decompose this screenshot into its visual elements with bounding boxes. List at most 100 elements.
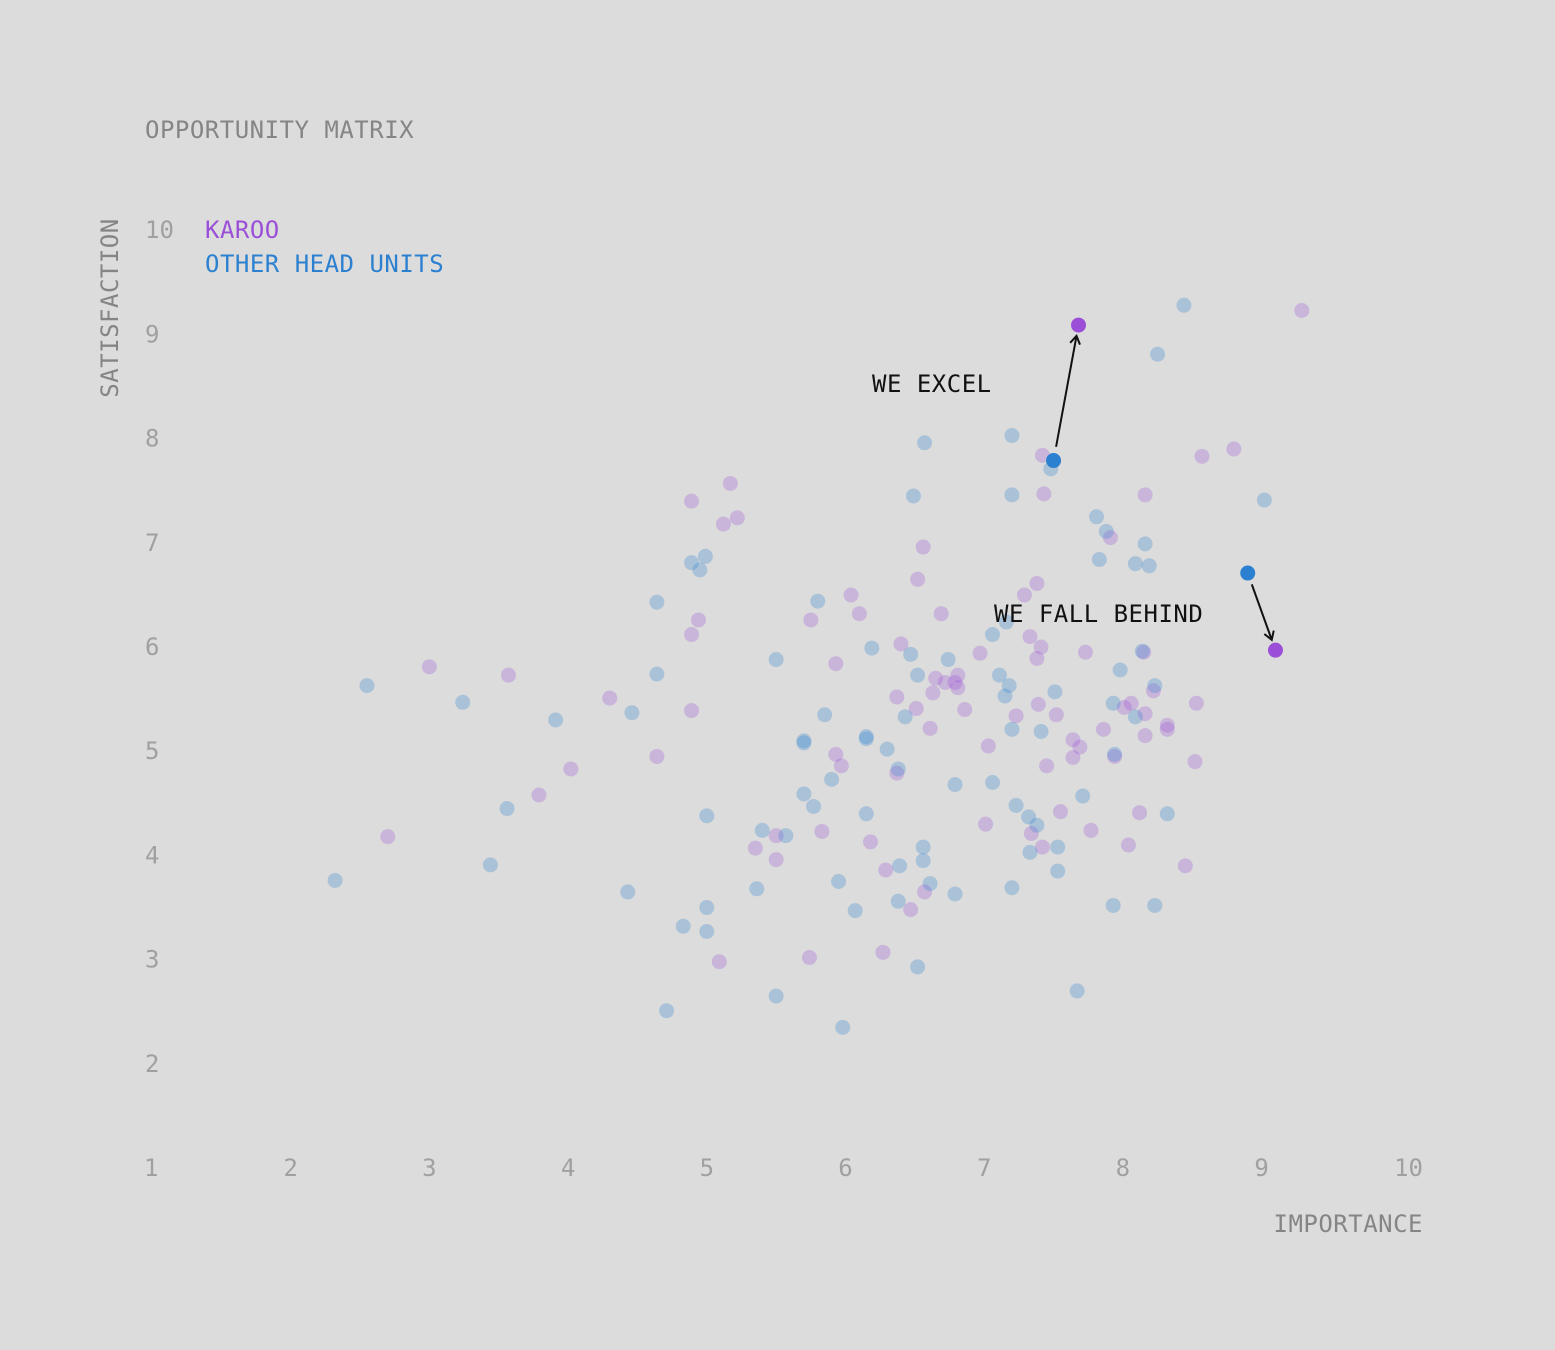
karoo-point xyxy=(690,612,706,628)
other-head-unit-point xyxy=(1050,863,1066,879)
other-head-unit-point xyxy=(768,988,784,1004)
other-head-unit-point xyxy=(620,884,636,900)
x-tick-label: 6 xyxy=(838,1154,852,1182)
karoo-point xyxy=(1065,749,1081,765)
karoo-point xyxy=(851,606,867,622)
other-head-unit-point xyxy=(1033,723,1049,739)
other-head-unit-point xyxy=(1141,558,1157,574)
other-head-unit-point xyxy=(1105,695,1121,711)
other-head-unit-point xyxy=(1001,678,1017,694)
other-head-unit-point xyxy=(985,775,1001,791)
karoo-point xyxy=(972,645,988,661)
other-head-unit-point xyxy=(810,593,826,609)
x-axis-label: IMPORTANCE xyxy=(1274,1210,1424,1238)
y-tick-label: 9 xyxy=(145,320,159,348)
highlight-arrow xyxy=(1250,584,1275,642)
other-head-unit-point xyxy=(910,959,926,975)
other-head-unit-point xyxy=(1047,684,1063,700)
karoo-point xyxy=(1048,707,1064,723)
karoo-point xyxy=(1034,839,1050,855)
karoo-point xyxy=(908,701,924,717)
karoo-point xyxy=(915,539,931,555)
other-head-unit-point xyxy=(910,667,926,683)
other-head-unit-point xyxy=(915,853,931,869)
karoo-point xyxy=(500,667,516,683)
karoo-point xyxy=(803,612,819,628)
x-tick-label: 1 xyxy=(144,1154,158,1182)
karoo-point xyxy=(1023,826,1039,842)
other-head-unit-point xyxy=(1134,643,1150,659)
karoo-point xyxy=(1008,708,1024,724)
other-head-unit-point xyxy=(482,857,498,873)
karoo-point xyxy=(922,720,938,736)
karoo-point xyxy=(722,475,738,491)
karoo-point xyxy=(917,884,933,900)
other-head-unit-point xyxy=(697,548,713,564)
karoo-point xyxy=(1120,837,1136,853)
other-head-unit-point xyxy=(624,705,640,721)
other-head-unit-point xyxy=(1021,809,1037,825)
karoo-point xyxy=(1065,732,1081,748)
chart-title: OPPORTUNITY MATRIX xyxy=(145,116,414,144)
karoo-point xyxy=(903,902,919,918)
other-head-unit-point xyxy=(905,488,921,504)
karoo-point xyxy=(950,680,966,696)
other-head-unit-point xyxy=(890,761,906,777)
y-axis-label: SATISFACTION xyxy=(96,218,124,397)
other-head-unit-point xyxy=(1127,709,1143,725)
other-head-unit-point xyxy=(1127,556,1143,572)
other-head-unit-point xyxy=(749,881,765,897)
karoo-points xyxy=(380,302,1310,970)
other-head-unit-point xyxy=(1004,487,1020,503)
karoo-point xyxy=(684,493,700,509)
karoo-point xyxy=(1052,804,1068,820)
x-tick-label: 10 xyxy=(1394,1154,1423,1182)
other-head-unit-point xyxy=(649,666,665,682)
y-tick-label: 8 xyxy=(145,425,159,453)
other-head-unit-point xyxy=(985,627,1001,643)
other-head-unit-point xyxy=(1004,721,1020,737)
karoo-point xyxy=(768,852,784,868)
other-head-unit-point xyxy=(675,918,691,934)
y-tick-label: 10 xyxy=(145,216,174,244)
karoo-point xyxy=(421,659,437,675)
other-head-unit-point xyxy=(1159,806,1175,822)
x-tick-label: 9 xyxy=(1254,1154,1268,1182)
karoo-point xyxy=(1294,302,1310,318)
karoo-point xyxy=(1132,805,1148,821)
karoo-point xyxy=(925,685,941,701)
other-head-unit-point xyxy=(1147,897,1163,913)
karoo-point xyxy=(1137,706,1153,722)
highlight-other-point xyxy=(1046,453,1062,469)
karoo-point xyxy=(1159,721,1175,737)
karoo-point xyxy=(814,823,830,839)
other-head-unit-point xyxy=(998,614,1014,630)
other-head-unit-point xyxy=(692,562,708,578)
other-head-unit-point xyxy=(1029,817,1045,833)
karoo-point xyxy=(1095,721,1111,737)
other-head-unit-point xyxy=(892,858,908,874)
other-head-unit-point xyxy=(1004,428,1020,444)
karoo-point xyxy=(1136,644,1152,660)
other-head-unit-point xyxy=(1107,746,1123,762)
karoo-point xyxy=(893,636,909,652)
legend-other-head-units: OTHER HEAD UNITS xyxy=(205,250,444,278)
karoo-point xyxy=(910,571,926,587)
highlight-label: WE FALL BEHIND xyxy=(994,600,1203,628)
other-head-unit-point xyxy=(1137,536,1153,552)
karoo-point xyxy=(1102,530,1118,546)
other-head-unit-point xyxy=(879,741,895,757)
karoo-point xyxy=(889,765,905,781)
other-head-unit-point xyxy=(947,777,963,793)
other-head-unit-point xyxy=(455,694,471,710)
karoo-point xyxy=(1077,644,1093,660)
karoo-point xyxy=(928,670,944,686)
highlight-other-point xyxy=(1240,565,1256,581)
x-tick-label: 4 xyxy=(561,1154,575,1182)
other-head-unit-point xyxy=(858,731,874,747)
karoo-point xyxy=(1083,822,1099,838)
other-head-unit-point xyxy=(659,1003,675,1019)
other-head-unit-point xyxy=(997,688,1013,704)
karoo-point xyxy=(747,840,763,856)
